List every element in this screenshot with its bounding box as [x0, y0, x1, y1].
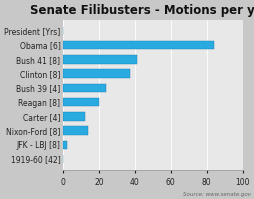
Bar	[63, 140, 67, 149]
Bar	[63, 69, 130, 78]
Bar	[63, 84, 106, 92]
Bar	[63, 126, 88, 135]
Bar	[63, 55, 137, 64]
Bar	[63, 41, 214, 49]
Title: Senate Filibusters - Motions per year: Senate Filibusters - Motions per year	[29, 4, 254, 17]
Text: Source: www.senate.gov: Source: www.senate.gov	[183, 192, 251, 197]
Bar	[63, 98, 99, 106]
Bar	[63, 112, 85, 121]
